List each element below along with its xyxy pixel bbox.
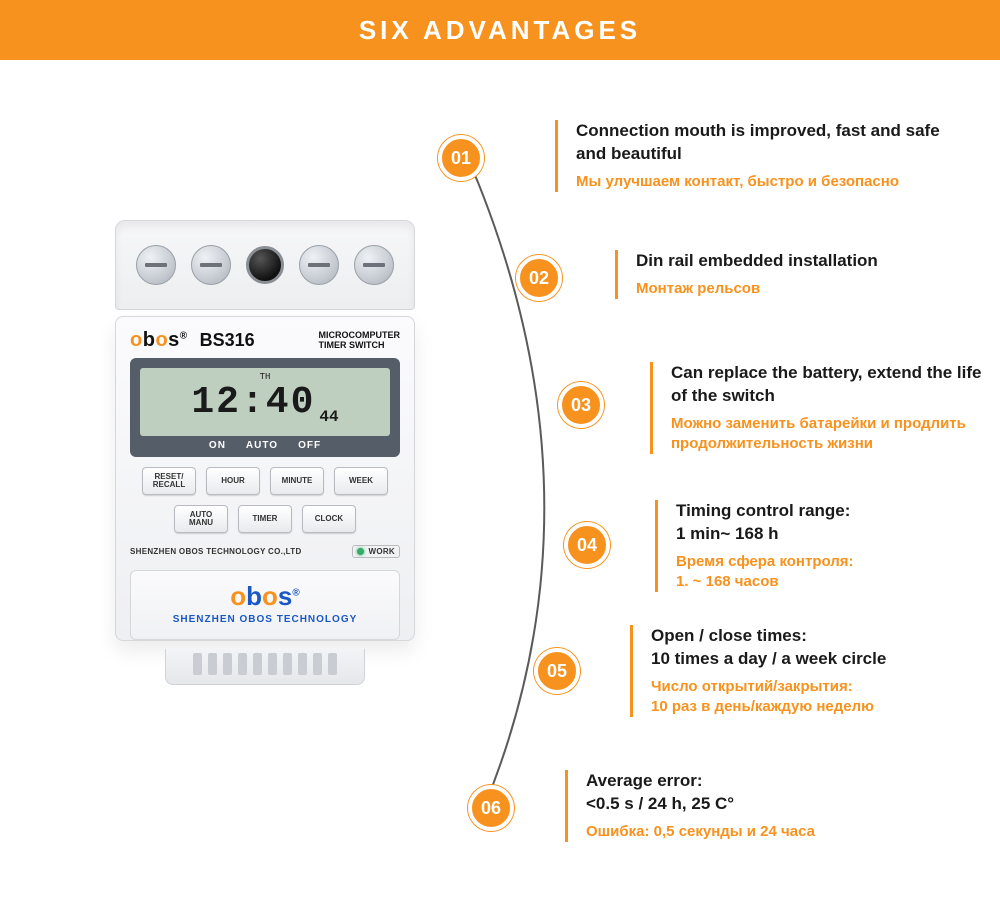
advantage-secondary: Монтаж рельсов — [636, 279, 878, 299]
advantage-primary: Connection mouth is improved, fast and s… — [576, 120, 965, 166]
advantage-secondary: Время сфера контроля:1. ~ 168 часов — [676, 552, 854, 593]
advantage-primary: Din rail embedded installation — [636, 250, 878, 273]
advantage-badge-02: 02 — [516, 255, 562, 301]
screw-terminal — [299, 245, 339, 285]
advantage-primary: Open / close times:10 times a day / a we… — [651, 625, 886, 671]
device-key: AUTOMANU — [174, 505, 228, 533]
brand-panel: obos® SHENZHEN OBOS TECHNOLOGY — [130, 570, 400, 640]
work-indicator: WORK — [352, 545, 400, 558]
advantage-badge-01: 01 — [438, 135, 484, 181]
advantage-secondary: Число открытий/закрытия:10 раз в день/ка… — [651, 677, 886, 718]
advantage-item-05: Open / close times:10 times a day / a we… — [630, 625, 886, 717]
device-key: MINUTE — [270, 467, 324, 495]
device-key: RESET/RECALL — [142, 467, 196, 495]
sensor-lens — [246, 246, 284, 284]
advantage-item-06: Average error:<0.5 s / 24 h, 25 C° Ошибка… — [565, 770, 815, 842]
advantage-primary: Average error:<0.5 s / 24 h, 25 C° — [586, 770, 815, 816]
advantage-secondary: Можно заменить батарейки и продлить прод… — [671, 414, 1000, 455]
advantage-primary: Timing control range:1 min~ 168 h — [676, 500, 854, 546]
device-body: obos® BS316 MICROCOMPUTERTIMER SWITCH TH… — [115, 316, 415, 641]
timeline-arc — [430, 85, 630, 885]
advantage-badge-04: 04 — [564, 522, 610, 568]
screw-terminal — [354, 245, 394, 285]
advantage-badge-03: 03 — [558, 382, 604, 428]
advantage-secondary: Ошибка: 0,5 секунды и 24 часа — [586, 822, 815, 842]
screw-terminal — [136, 245, 176, 285]
screw-terminal — [191, 245, 231, 285]
advantage-item-01: Connection mouth is improved, fast and s… — [555, 120, 965, 192]
page-title: SIX ADVANTAGES — [359, 15, 641, 46]
keypad: RESET/RECALL HOUR MINUTE WEEK AUTOMANU TIMER… — [130, 467, 400, 533]
device-key: HOUR — [206, 467, 260, 495]
advantage-primary: Can replace the battery, extend the life… — [671, 362, 1000, 408]
din-rail-clip — [165, 649, 365, 685]
advantage-secondary: Мы улучшаем контакт, быстро и безопасно — [576, 172, 965, 192]
lcd-display: TH 12:40 44 — [140, 368, 390, 436]
header-band: SIX ADVANTAGES — [0, 0, 1000, 60]
advantage-badge-06: 06 — [468, 785, 514, 831]
device-key: CLOCK — [302, 505, 356, 533]
advantage-badge-05: 05 — [534, 648, 580, 694]
device-key: WEEK — [334, 467, 388, 495]
device-key: TIMER — [238, 505, 292, 533]
advantage-item-02: Din rail embedded installation Монтаж рел… — [615, 250, 878, 299]
terminal-block — [115, 220, 415, 310]
mode-labels: ON AUTO OFF — [140, 440, 390, 451]
advantage-item-03: Can replace the battery, extend the life… — [650, 362, 1000, 454]
product-subtitle: MICROCOMPUTERTIMER SWITCH — [319, 331, 401, 350]
lcd-frame: TH 12:40 44 ON AUTO OFF — [130, 358, 400, 457]
manufacturer-label: SHENZHEN OBOS TECHNOLOGY CO.,LTD — [130, 547, 302, 556]
led-icon — [357, 548, 364, 555]
model-number: BS316 — [200, 330, 255, 351]
brand-logo: obos® — [130, 329, 188, 352]
product-image: obos® BS316 MICROCOMPUTERTIMER SWITCH TH… — [115, 220, 415, 685]
advantage-item-04: Timing control range:1 min~ 168 h Время с… — [655, 500, 854, 592]
